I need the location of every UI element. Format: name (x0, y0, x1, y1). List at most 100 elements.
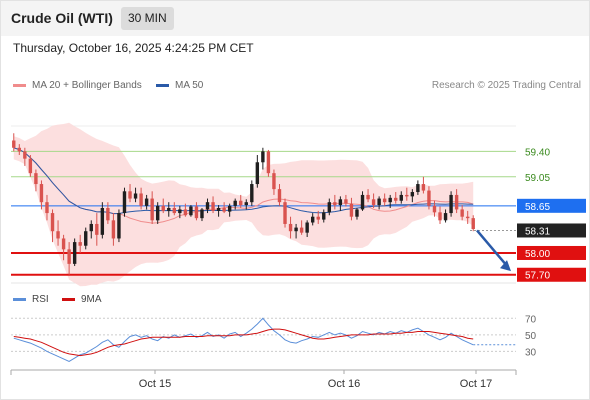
timeframe-button[interactable]: 30 MIN (121, 7, 174, 30)
rsi-tick-label: 30 (525, 347, 537, 358)
candle-body (299, 227, 304, 233)
legend-swatch (13, 298, 26, 301)
price-label-box (517, 198, 586, 213)
candle-body (427, 190, 431, 206)
rsi-tick-label: 70 (525, 314, 537, 325)
rsi-tick-label: 50 (525, 331, 537, 342)
candle-body (327, 202, 332, 213)
legend-label: RSI (32, 294, 49, 305)
candle-body (305, 222, 309, 233)
candle-body (211, 202, 215, 211)
candle-body (366, 194, 370, 200)
candle-body (39, 184, 44, 203)
legend-rsi: RSI (13, 294, 49, 305)
x-tick-label: Oct 17 (460, 378, 492, 390)
candle-body (388, 197, 392, 203)
candle-body (349, 203, 354, 217)
candle-body (67, 249, 71, 264)
candle-body (50, 213, 55, 232)
candle-body (344, 199, 348, 204)
candle-body (178, 209, 182, 214)
legend-ma20-bollinger: MA 20 + Bollinger Bands (13, 80, 142, 91)
candle-body (360, 194, 365, 210)
legend-label: MA 50 (175, 80, 204, 91)
candle-body (183, 209, 188, 216)
candle-body (150, 198, 154, 221)
candle-body (371, 199, 376, 206)
candle-body (194, 206, 199, 219)
candle-body (421, 184, 426, 191)
candle-body (167, 207, 171, 211)
candle-body (272, 173, 276, 190)
candle-body (155, 205, 160, 221)
legend-label: MA 20 + Bollinger Bands (32, 80, 142, 91)
candle-body (310, 216, 315, 223)
candle-body (294, 227, 298, 232)
candle-body (410, 192, 415, 197)
candle-body (144, 198, 149, 206)
candle-body (100, 207, 105, 235)
candle-body (89, 223, 93, 232)
candle-body (377, 198, 381, 206)
candle-body (266, 151, 271, 174)
price-label: 58.65 (525, 202, 550, 213)
legend-ma50: MA 50 (156, 80, 203, 91)
candle-body (84, 231, 88, 246)
candle-body (443, 213, 448, 221)
candle-body (316, 216, 320, 220)
candle-body (277, 189, 282, 203)
candle-body (233, 200, 237, 206)
price-label: 58.00 (525, 249, 550, 260)
header-bar: Crude Oil (WTI) 30 MIN (0, 0, 590, 36)
candle-body (216, 207, 221, 211)
candle-body (244, 202, 248, 206)
candle-body (399, 194, 403, 201)
candle-body (454, 194, 459, 210)
candle-body (239, 200, 243, 206)
candle-body (449, 194, 453, 214)
legend-swatch (62, 298, 75, 301)
projection-arrow-head (500, 260, 511, 272)
candle-body (222, 207, 226, 212)
candle-body (355, 209, 359, 217)
watermark: Research © 2025 Trading Central (431, 80, 581, 91)
rsi-ma-line (13, 328, 474, 357)
legend-swatch (156, 84, 169, 87)
candle-body (72, 242, 77, 264)
chart-title: Crude Oil (WTI) (11, 10, 113, 26)
candle-body (17, 147, 22, 152)
price-label: 58.31 (525, 226, 550, 237)
candle-body (45, 202, 49, 214)
legend-9ma: 9MA (62, 294, 102, 305)
candle-body (471, 218, 475, 230)
projection-arrow (476, 229, 509, 268)
candle-body (465, 216, 470, 219)
candle-body (61, 238, 66, 250)
candle-body (200, 209, 204, 219)
candle-body (34, 173, 38, 185)
legend-label: 9MA (81, 294, 102, 305)
candle-body (416, 184, 420, 193)
candle-body (161, 205, 165, 211)
candle-body (283, 202, 287, 224)
candle-body (111, 220, 116, 239)
price-label-box (517, 245, 586, 260)
candle-body (139, 193, 143, 206)
candle-body (227, 205, 232, 212)
candle-body (382, 198, 387, 203)
candle-body (28, 158, 33, 174)
price-label: 57.70 (525, 271, 550, 282)
candle-body (288, 223, 293, 232)
candle-body (338, 199, 343, 206)
price-label: 59.05 (525, 173, 550, 184)
candle-body (106, 207, 110, 221)
bollinger-band (13, 122, 474, 287)
candle-body (250, 184, 254, 203)
legend-swatch (13, 84, 26, 87)
candle-body (78, 242, 82, 246)
candle-body (261, 151, 265, 163)
candle-body (394, 197, 398, 201)
candle-body (122, 191, 127, 214)
candle-body (56, 231, 60, 239)
